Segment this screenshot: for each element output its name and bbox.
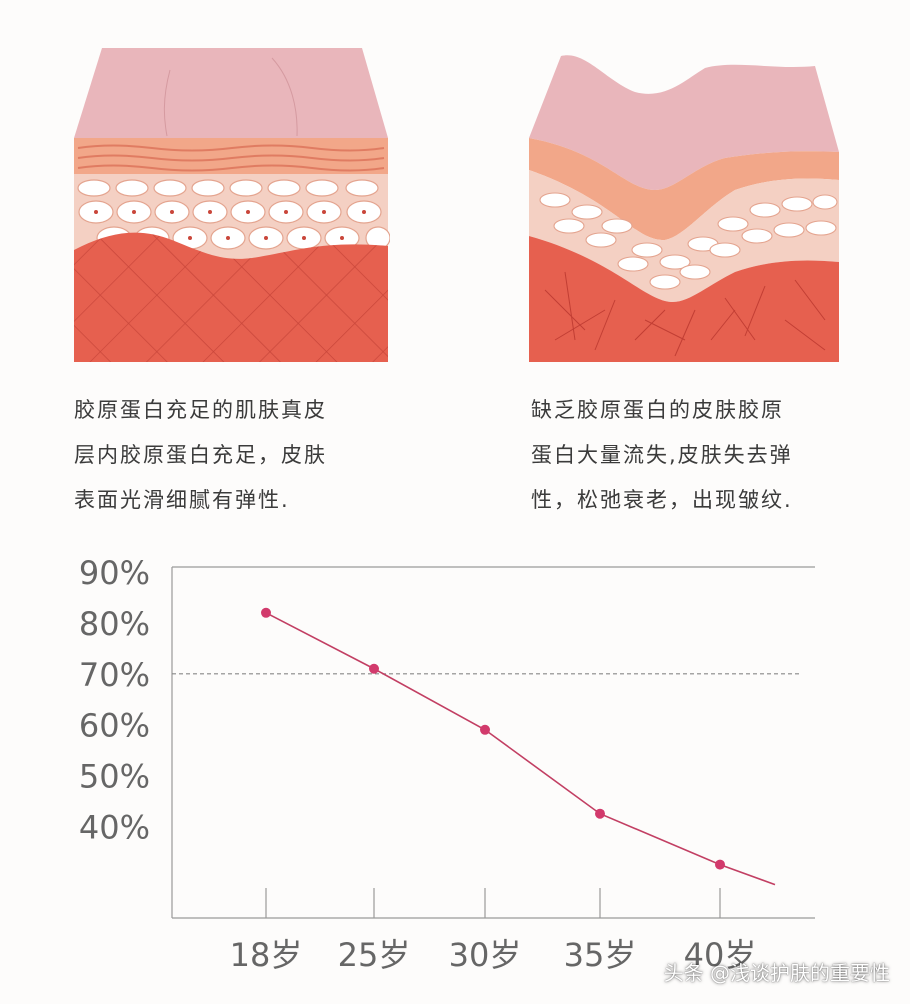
chart-axes xyxy=(171,566,815,919)
caption-line: 胶原蛋白充足的肌肤真皮 xyxy=(74,398,327,422)
watermark-text: 头条 @浅谈护肤的重要性 xyxy=(663,961,890,985)
series-path xyxy=(265,612,776,886)
caption-line: 缺乏胶原蛋白的皮肤胶原 xyxy=(531,398,784,422)
data-point xyxy=(369,663,379,674)
data-point xyxy=(595,808,605,819)
series-line xyxy=(265,612,776,886)
caption-healthy-skin: 胶原蛋白充足的肌肤真皮 层内胶原蛋白充足，皮肤 表面光滑细腻有弹性. xyxy=(74,388,327,523)
healthy-skin-illustration xyxy=(74,48,390,362)
data-point xyxy=(480,724,490,735)
y-tick-label: 90% xyxy=(79,554,150,592)
aging-skin-illustration xyxy=(529,55,839,362)
y-tick-label: 50% xyxy=(79,758,150,796)
x-tick-label: 25岁 xyxy=(338,936,411,974)
collagen-line-chart: 90% 80% 70% 60% 50% 40% 18岁 25岁 30岁 35岁 40岁 xyxy=(79,554,815,974)
data-point xyxy=(715,859,725,870)
caption-line: 蛋白大量流失,皮肤失去弹 xyxy=(531,443,793,467)
series-markers xyxy=(261,607,725,870)
x-tick-label: 35岁 xyxy=(564,936,637,974)
y-tick-label: 80% xyxy=(79,605,150,643)
x-tick-label: 18岁 xyxy=(230,936,303,974)
y-tick-label: 40% xyxy=(79,808,150,846)
caption-line: 层内胶原蛋白充足，皮肤 xyxy=(74,443,327,467)
x-axis-labels: 18岁 25岁 30岁 35岁 40岁 xyxy=(230,936,757,974)
x-tick-label: 40岁 xyxy=(684,936,757,974)
caption-line: 表面光滑细腻有弹性. xyxy=(74,488,290,512)
y-tick-label: 70% xyxy=(79,656,150,694)
caption-line: 性，松弛衰老，出现皱纹. xyxy=(531,488,793,512)
y-axis-labels: 90% 80% 70% 60% 50% 40% xyxy=(79,554,150,846)
x-tick-label: 30岁 xyxy=(449,936,522,974)
data-point xyxy=(261,607,271,618)
caption-aging-skin: 缺乏胶原蛋白的皮肤胶原 蛋白大量流失,皮肤失去弹 性，松弛衰老，出现皱纹. xyxy=(531,388,793,523)
y-tick-label: 60% xyxy=(79,707,150,745)
